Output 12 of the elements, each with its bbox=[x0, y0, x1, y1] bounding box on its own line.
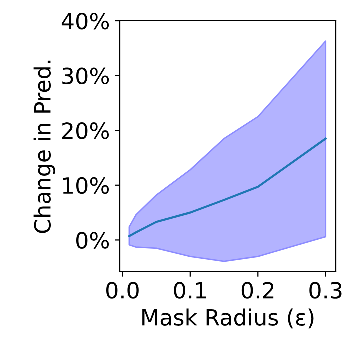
x-tick-label: 0.2 bbox=[242, 282, 274, 299]
y-tick-label: 20% bbox=[62, 122, 110, 140]
y-tick-label: 10% bbox=[63, 177, 110, 194]
y-axis-title: Change in Pred. bbox=[34, 60, 56, 234]
x-axis-title: Mask Radius (ε) bbox=[142, 308, 314, 329]
y-tick-label: 30% bbox=[62, 68, 110, 85]
y-tick-label: 0% bbox=[76, 232, 110, 249]
line-series bbox=[128, 138, 327, 238]
x-tick-label: 0.3 bbox=[310, 282, 342, 299]
x-tick-label: 0.1 bbox=[174, 282, 206, 299]
y-tick-label: 40% bbox=[62, 12, 110, 30]
x-tick-label: 0.0 bbox=[106, 282, 139, 299]
